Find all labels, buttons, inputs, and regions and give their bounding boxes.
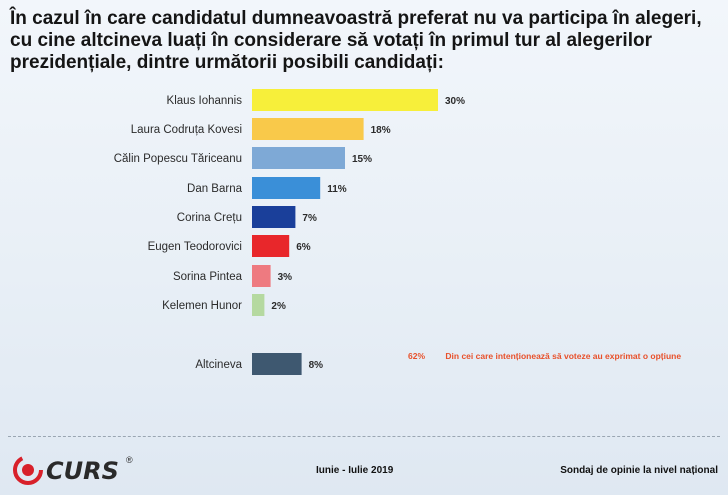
logo-swirl-icon <box>13 455 43 485</box>
bar <box>252 147 345 169</box>
category-label: Kelemen Hunor <box>162 300 242 312</box>
value-label: 2% <box>271 301 286 312</box>
bar <box>252 353 302 375</box>
value-label: 15% <box>352 154 372 165</box>
category-label: Klaus Iohannis <box>167 95 243 107</box>
value-label: 18% <box>371 125 391 136</box>
value-label: 30% <box>445 96 465 107</box>
survey-source: Sondaj de opinie la nivel național <box>560 465 718 476</box>
bar <box>252 235 290 257</box>
bar <box>252 265 271 287</box>
survey-period: Iunie - Iulie 2019 <box>316 465 394 476</box>
logo-registered-mark: ® <box>126 455 133 465</box>
logo-text: CURS <box>46 457 119 485</box>
curs-logo: CURS ® <box>12 452 152 486</box>
note-percent: 62% <box>408 351 426 361</box>
note: 62% Din cei care intenționează să voteze… <box>408 351 681 361</box>
chart-title: În cazul în care candidatul dumneavoastr… <box>10 8 702 73</box>
bar <box>252 177 321 199</box>
category-label: Laura Codruța Kovesi <box>131 124 242 136</box>
bar <box>252 118 364 140</box>
category-label: Sorina Pintea <box>173 271 243 283</box>
value-label: 3% <box>278 272 293 283</box>
value-label: 8% <box>309 360 324 371</box>
bar-chart: Klaus Iohannis 30% Laura Codruța Kovesi 18%… <box>114 89 465 375</box>
bar <box>252 89 438 111</box>
note-text: Din cei care intenționează să voteze au … <box>445 351 682 361</box>
category-label: Dan Barna <box>187 183 243 195</box>
value-label: 6% <box>296 242 311 253</box>
category-label: Altcineva <box>195 359 242 371</box>
category-label: Corina Crețu <box>177 212 242 224</box>
value-label: 11% <box>327 184 347 195</box>
category-label: Călin Popescu Tăriceanu <box>114 153 242 165</box>
bar <box>252 294 265 316</box>
bar <box>252 206 296 228</box>
value-label: 7% <box>302 213 317 224</box>
footer-divider <box>8 436 720 437</box>
category-label: Eugen Teodorovici <box>148 241 242 253</box>
